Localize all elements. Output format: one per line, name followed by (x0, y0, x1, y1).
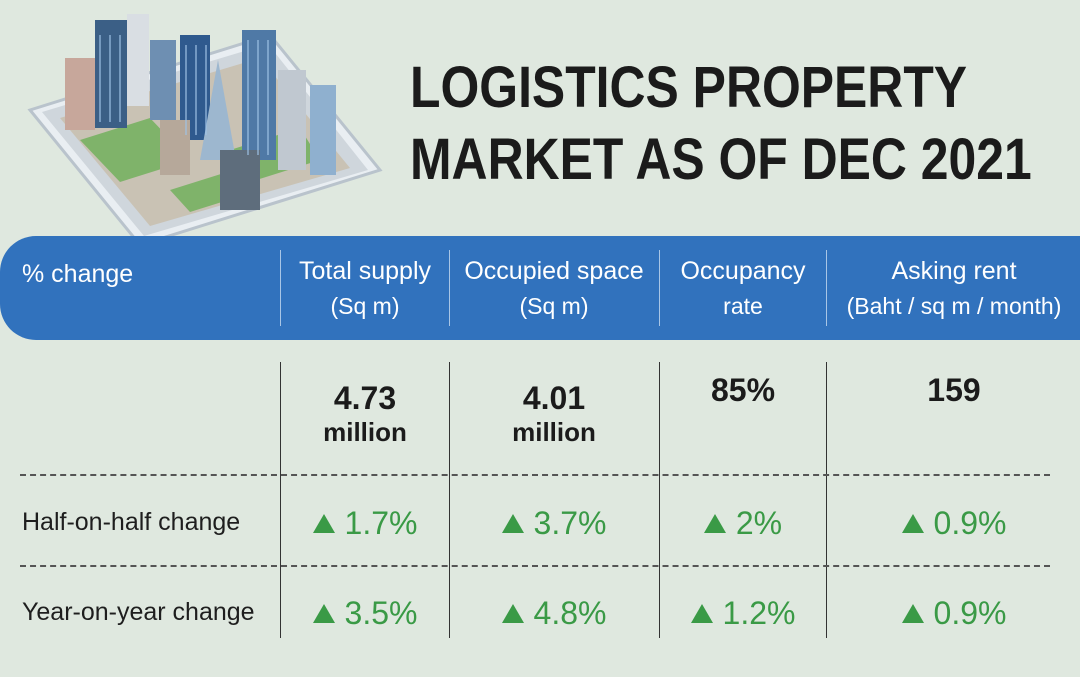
yoy-occupancy-rate-cell: 1.2% (660, 590, 826, 636)
row-label-year-on-year: Year-on-year change (22, 598, 255, 626)
header-occupancy-rate: Occupancy rate (660, 236, 826, 340)
occupied-space-value: 4.01 (522, 380, 586, 416)
yoy-occupied-space-change: 4.8% (533, 594, 607, 631)
header-total-supply-line2: (Sq m) (330, 293, 400, 319)
change-value: 0.9% (901, 504, 1007, 542)
half-occupied-space-change: 3.7% (533, 504, 607, 541)
yoy-total-supply-cell: 3.5% (282, 590, 448, 636)
title-line-2: MARKET AS OF DEC 2021 (410, 127, 1032, 192)
triangle-up-icon (312, 513, 335, 533)
page-title: LOGISTICS PROPERTY MARKET AS OF DEC 2021 (410, 52, 1032, 196)
triangle-up-icon (501, 603, 524, 623)
change-value: 1.2% (690, 594, 796, 632)
occupied-space-value-cell: 4.01 million (450, 368, 658, 458)
city-skyline-on-smartphone-icon (27, 14, 383, 247)
header-divider (826, 250, 827, 326)
column-divider (449, 362, 450, 638)
change-value: 4.8% (501, 594, 607, 632)
header-divider (280, 250, 281, 326)
triangle-up-icon (901, 603, 924, 623)
yoy-asking-rent-cell: 0.9% (828, 590, 1080, 636)
header-asking-rent-line2: (Baht / sq m / month) (846, 293, 1062, 319)
yoy-occupancy-rate-change: 1.2% (722, 594, 796, 631)
header-divider (659, 250, 660, 326)
change-value: 2% (703, 504, 783, 542)
row-divider (20, 474, 1050, 476)
half-occupied-space-cell: 3.7% (450, 500, 658, 546)
occupancy-rate-value: 85% (710, 372, 776, 408)
title-line-1: LOGISTICS PROPERTY (410, 55, 968, 120)
triangle-up-icon (703, 513, 726, 533)
occupied-space-unit: million (512, 417, 596, 447)
triangle-up-icon (690, 603, 713, 623)
header-occupied-space-line2: (Sq m) (519, 293, 589, 319)
total-supply-value: 4.73 (333, 380, 397, 416)
table-header-band (0, 236, 1080, 340)
triangle-up-icon (901, 513, 924, 533)
yoy-total-supply-change: 3.5% (344, 594, 418, 631)
column-divider (659, 362, 660, 638)
half-asking-rent-change: 0.9% (933, 504, 1007, 541)
header-asking-rent: Asking rent (Baht / sq m / month) (828, 236, 1080, 340)
half-asking-rent-cell: 0.9% (828, 500, 1080, 546)
row-divider (20, 565, 1050, 567)
yoy-asking-rent-change: 0.9% (933, 594, 1007, 631)
occupancy-rate-value-cell: 85% (660, 368, 826, 412)
header-asking-rent-line1: Asking rent (891, 257, 1017, 285)
half-total-supply-change: 1.7% (344, 504, 418, 541)
header-occupancy-rate-line2: rate (723, 293, 763, 319)
header-row-label-text: % change (22, 260, 134, 288)
asking-rent-value-cell: 159 (828, 368, 1080, 412)
column-divider (826, 362, 827, 638)
triangle-up-icon (312, 603, 335, 623)
header-total-supply: Total supply (Sq m) (282, 236, 448, 340)
header-occupied-space-line1: Occupied space (464, 257, 644, 285)
header-row-label: % change (22, 236, 262, 340)
header-divider (449, 250, 450, 326)
column-divider (280, 362, 281, 638)
yoy-occupied-space-cell: 4.8% (450, 590, 658, 636)
header-occupancy-rate-line1: Occupancy (680, 257, 806, 285)
change-value: 0.9% (901, 594, 1007, 632)
half-total-supply-cell: 1.7% (282, 500, 448, 546)
triangle-up-icon (501, 513, 524, 533)
change-value: 3.7% (501, 504, 607, 542)
row-label-half-on-half: Half-on-half change (22, 508, 241, 536)
header-occupied-space: Occupied space (Sq m) (450, 236, 658, 340)
change-value: 1.7% (312, 504, 418, 542)
asking-rent-value: 159 (927, 372, 981, 408)
total-supply-value-cell: 4.73 million (282, 368, 448, 458)
half-occupancy-rate-change: 2% (735, 504, 783, 541)
half-occupancy-rate-cell: 2% (660, 500, 826, 546)
header-total-supply-line1: Total supply (298, 257, 432, 285)
total-supply-unit: million (323, 417, 407, 447)
change-value: 3.5% (312, 594, 418, 632)
